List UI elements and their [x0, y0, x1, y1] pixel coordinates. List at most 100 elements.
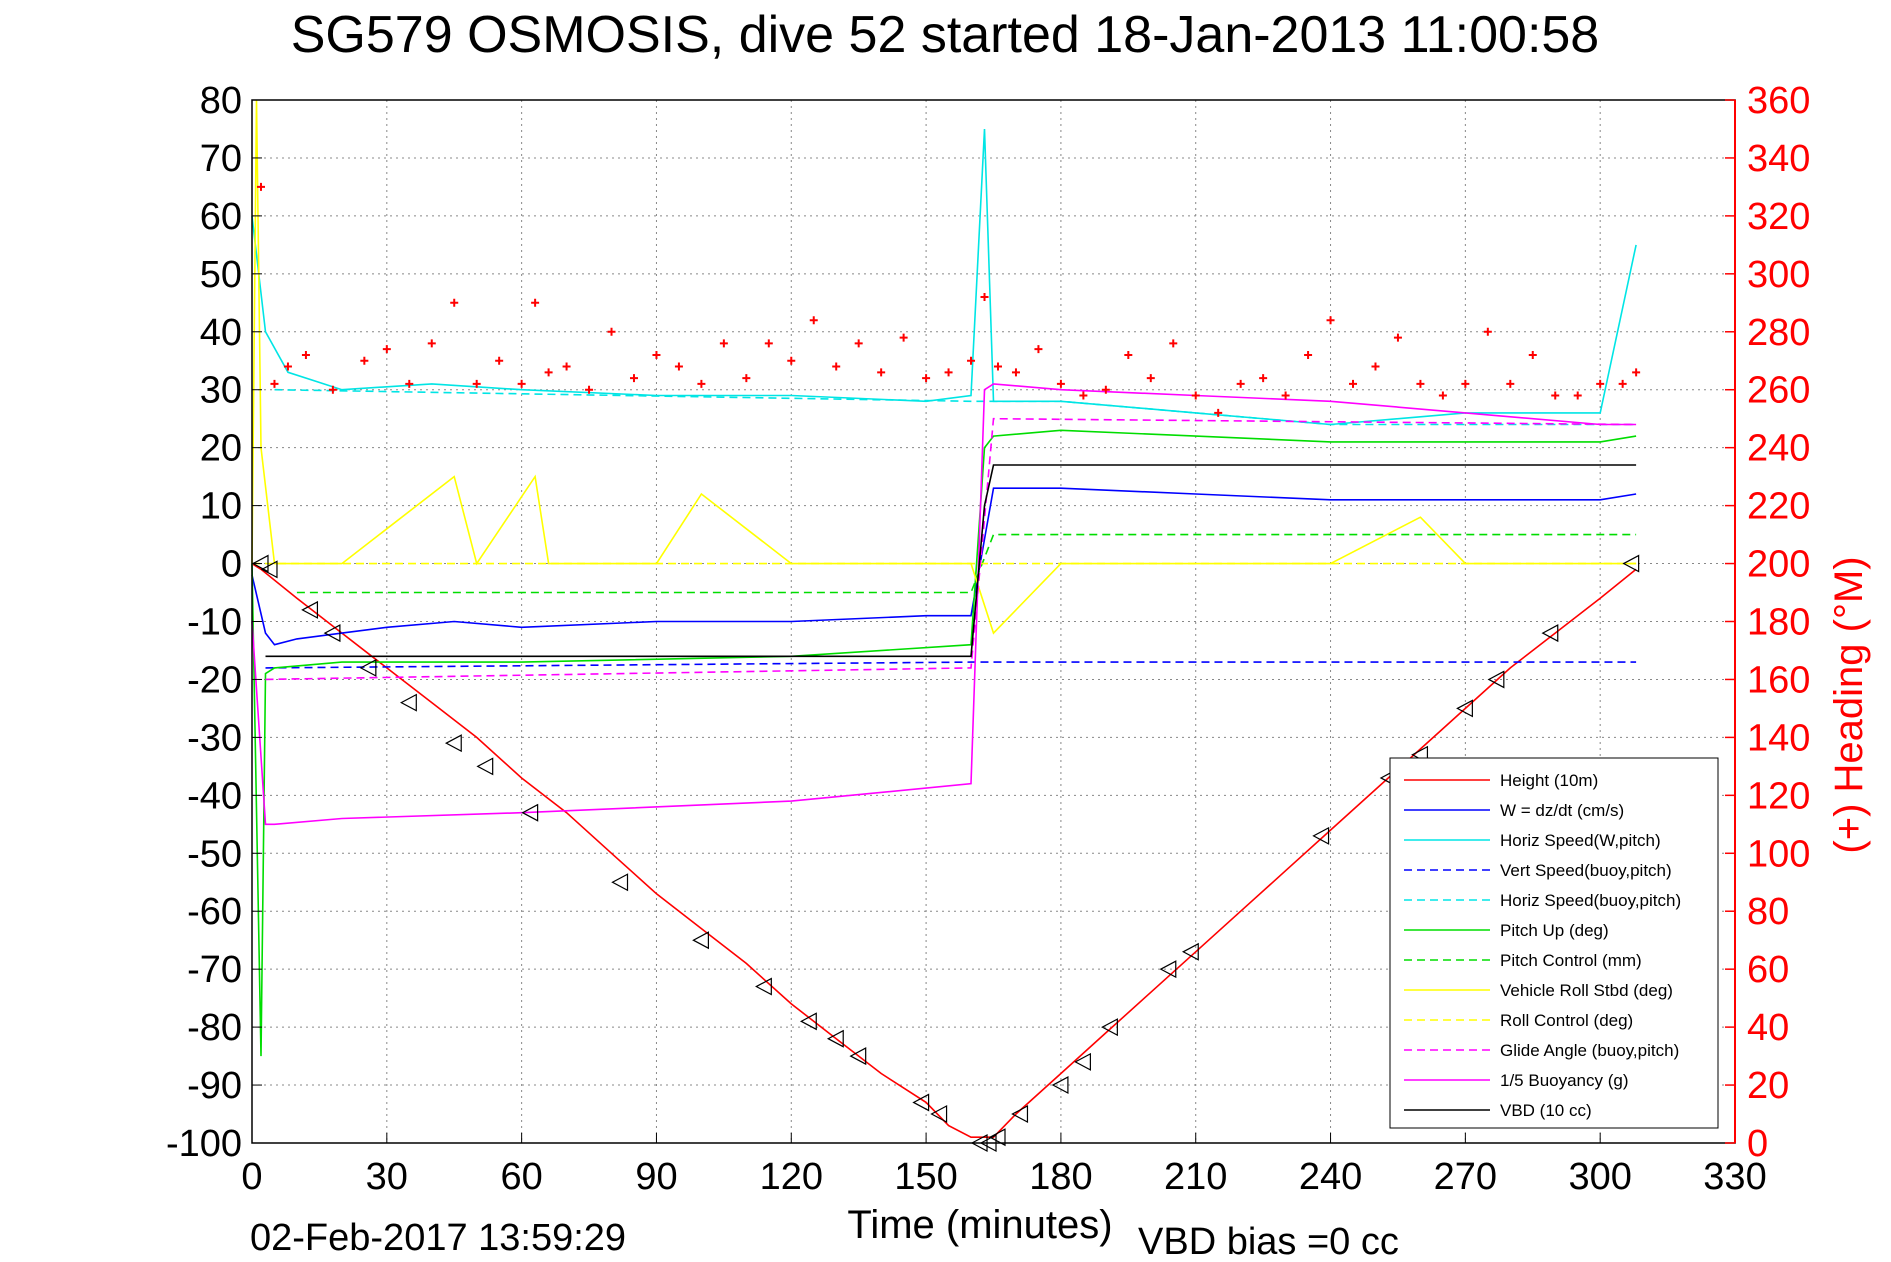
y-tick-label: 70 [200, 138, 242, 180]
heading-point [405, 379, 414, 388]
series-line [251, 383, 1637, 826]
heading-point [607, 327, 616, 336]
y-right-tick-label: 60 [1747, 949, 1789, 991]
heading-point [562, 362, 571, 371]
y-tick-label: -70 [187, 949, 242, 991]
heading-point [1349, 379, 1358, 388]
y-tick-label: 80 [200, 80, 242, 122]
heading-point [1281, 391, 1290, 400]
y-axis-ticks-left: 80 70 60 50 40 30 20 10 0 -10 -20 -30 -40 -50 -60 -70 -8… [166, 80, 262, 1165]
series-line [251, 487, 1637, 646]
heading-point [1393, 333, 1402, 342]
y-right-tick-label: 280 [1747, 312, 1810, 354]
depth-marker [260, 560, 278, 579]
depth-marker [988, 1128, 1006, 1147]
series-line [251, 429, 1637, 1057]
depth-marker [1011, 1105, 1029, 1124]
y-axis-label-right: (+) Heading (°M) [1827, 556, 1871, 853]
y-tick-label: -10 [187, 602, 242, 644]
y-right-tick-label: 100 [1747, 833, 1810, 875]
x-tick-label: 270 [1434, 1156, 1497, 1198]
legend-label: Horiz Speed(buoy,pitch) [1500, 891, 1681, 910]
y-right-tick-label: 140 [1747, 717, 1810, 759]
depth-marker [755, 977, 772, 996]
heading-point [1632, 368, 1641, 377]
heading-point [787, 356, 796, 365]
depth-marker [1159, 960, 1177, 979]
x-axis-ticks: 0 30 60 90 120 150 180 210 240 270 300 330 [241, 1133, 1767, 1198]
y-tick-label: -40 [187, 775, 242, 817]
y-tick-label: -30 [187, 717, 242, 759]
y-right-tick-label: 40 [1747, 1007, 1789, 1049]
y-right-tick-label: 340 [1747, 138, 1810, 180]
depth-marker [1622, 554, 1640, 573]
y-right-tick-label: 200 [1747, 544, 1810, 586]
heading-point [450, 298, 459, 307]
heading-point [1056, 379, 1065, 388]
heading-point [544, 368, 553, 377]
depth-marker [1312, 826, 1330, 845]
legend-label: W = dz/dt (cm/s) [1500, 801, 1624, 820]
y-tick-label: -60 [187, 891, 242, 933]
y-tick-label: 0 [221, 544, 242, 586]
heading-point [1438, 391, 1447, 400]
depth-marker [930, 1105, 948, 1124]
series-line [265, 464, 1637, 658]
y-tick-label: -100 [166, 1123, 242, 1165]
depth-marker [611, 873, 629, 892]
heading-point [1259, 374, 1268, 383]
heading-layer [256, 182, 1641, 417]
x-tick-label: 30 [366, 1156, 408, 1198]
y-tick-label: -90 [187, 1065, 242, 1107]
heading-point [742, 374, 751, 383]
y-right-tick-label: 260 [1747, 370, 1810, 412]
y-tick-label: 30 [200, 370, 242, 412]
heading-point [1079, 391, 1088, 400]
y-tick-label: 60 [200, 196, 242, 238]
y-right-tick-label: 300 [1747, 254, 1810, 296]
heading-point [382, 345, 391, 354]
heading-point [1236, 379, 1245, 388]
depth-marker [1074, 1052, 1091, 1071]
x-tick-label: 300 [1568, 1156, 1631, 1198]
y-right-tick-label: 360 [1747, 80, 1810, 122]
legend-label: Pitch Control (mm) [1500, 951, 1642, 970]
y-tick-label: 10 [200, 486, 242, 528]
depth-marker [799, 1012, 817, 1031]
heading-point [328, 385, 337, 394]
series-line [265, 417, 1637, 681]
depth-marker [1051, 1076, 1069, 1095]
heading-point [1101, 385, 1110, 394]
x-tick-label: 0 [241, 1156, 262, 1198]
heading-point [629, 374, 638, 383]
x-tick-label: 180 [1029, 1156, 1092, 1198]
y-tick-label: 50 [200, 254, 242, 296]
heading-point [1214, 408, 1223, 417]
depth-marker-layer [251, 554, 1640, 1152]
legend: Height (10m) W = dz/dt (cm/s) Horiz Speed(… [1389, 757, 1719, 1129]
x-tick-label: 60 [500, 1156, 542, 1198]
legend-label: Vehicle Roll Stbd (deg) [1500, 981, 1673, 1000]
y-tick-label: 40 [200, 312, 242, 354]
heading-point [719, 339, 728, 348]
y-right-tick-label: 80 [1747, 891, 1789, 933]
legend-label: VBD (10 cc) [1500, 1101, 1592, 1120]
y-tick-label: -20 [187, 659, 242, 701]
heading-point [922, 374, 931, 383]
heading-point [1573, 391, 1582, 400]
x-tick-label: 330 [1703, 1156, 1766, 1198]
x-tick-label: 120 [760, 1156, 823, 1198]
heading-point [1011, 368, 1020, 377]
chart-title: SG579 OSMOSIS, dive 52 started 18-Jan-20… [291, 6, 1599, 64]
legend-label: Pitch Up (deg) [1500, 921, 1609, 940]
x-tick-label: 150 [894, 1156, 957, 1198]
depth-marker [849, 1047, 867, 1066]
heading-point [360, 356, 369, 365]
x-tick-label: 90 [635, 1156, 677, 1198]
depth-marker [692, 931, 709, 950]
heading-point [1483, 327, 1492, 336]
y-right-tick-label: 180 [1747, 602, 1810, 644]
heading-point [967, 356, 976, 365]
heading-point [1596, 379, 1605, 388]
legend-items: Height (10m) W = dz/dt (cm/s) Horiz Speed(… [1404, 771, 1681, 1120]
